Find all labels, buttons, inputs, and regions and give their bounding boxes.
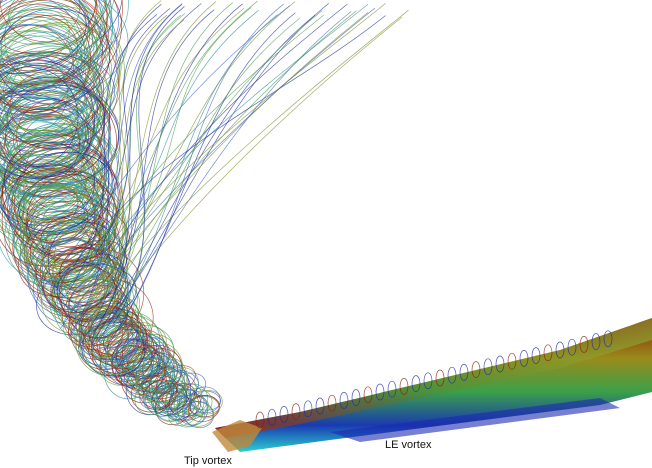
- vortex-streamlines: [0, 0, 408, 431]
- streamline: [107, 13, 296, 347]
- le-vortex-label: LE vortex: [385, 439, 432, 451]
- streamline: [97, 3, 329, 344]
- streamline: [94, 17, 402, 333]
- tip-vortex-label: Tip vortex: [184, 455, 232, 467]
- wing-surface: [212, 318, 652, 452]
- streamline-visualization: Tip vortex LE vortex: [0, 0, 652, 468]
- streamline: [75, 10, 408, 333]
- page: Tip vortex LE vortex (() => { const data…: [0, 0, 652, 468]
